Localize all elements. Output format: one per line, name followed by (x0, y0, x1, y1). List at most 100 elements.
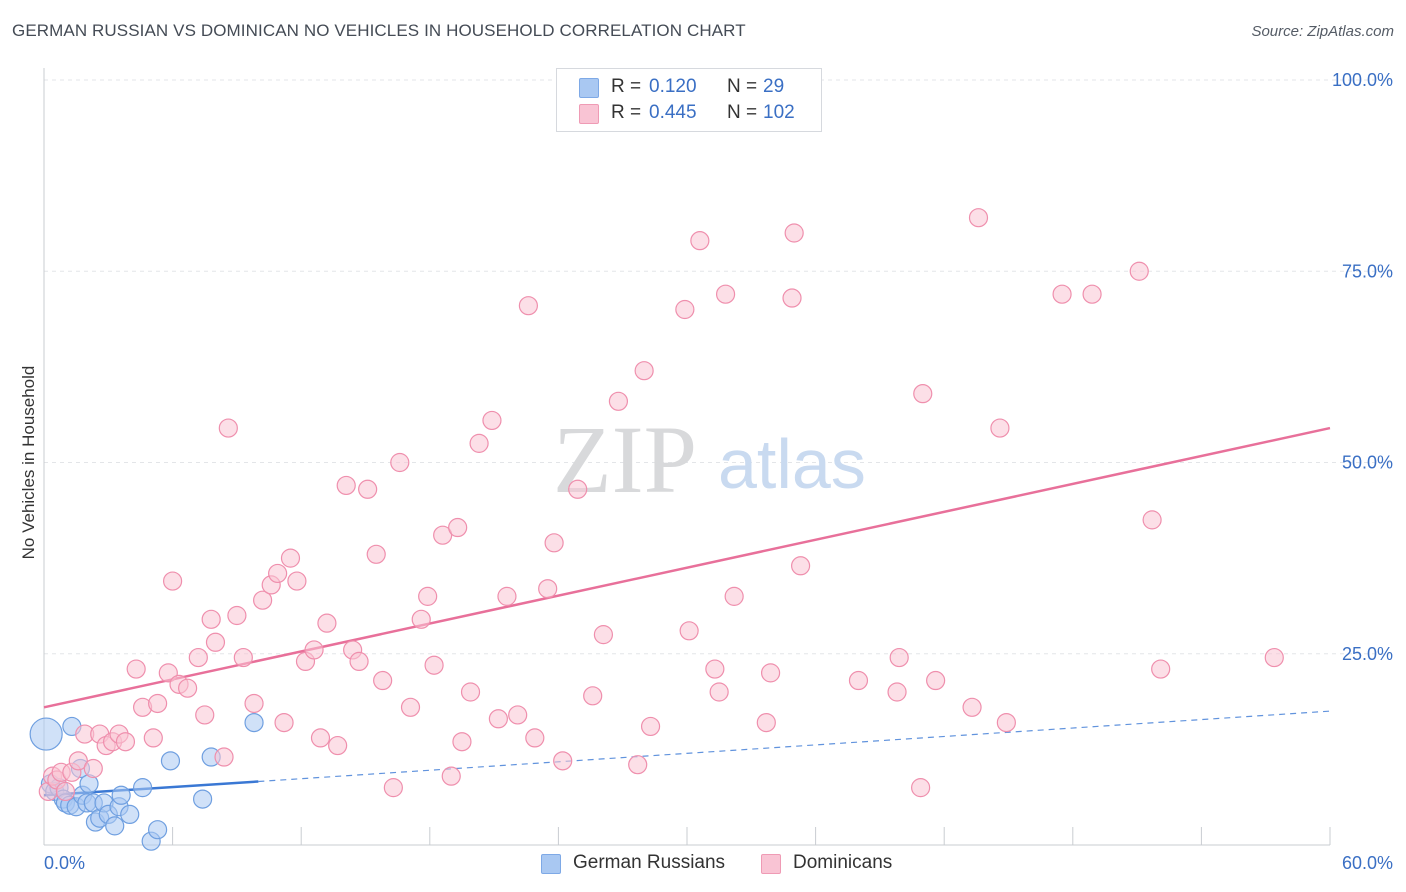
stats-legend: R = 0.120 N = 29 R = 0.445 N = 102 (556, 68, 822, 132)
axes (43, 68, 1331, 846)
data-point (424, 655, 444, 675)
data-point (244, 693, 264, 714)
data-point (690, 231, 710, 251)
data-point (383, 778, 403, 798)
y-tick-label: 75.0% (1342, 261, 1393, 281)
trend-line-german-russians-extension (258, 710, 1331, 783)
data-point (675, 299, 695, 320)
data-point (996, 712, 1016, 733)
data-point (143, 728, 163, 748)
data-point (1151, 659, 1171, 679)
bottom-legend-swatch (761, 854, 781, 874)
chart-source: Source: ZipAtlas.com (1251, 23, 1394, 40)
data-point (705, 659, 725, 679)
data-point (390, 452, 410, 473)
data-point (349, 651, 369, 672)
data-point (178, 678, 198, 698)
watermark: ZIP atlas (553, 406, 866, 513)
data-point (55, 781, 76, 802)
data-point (126, 659, 146, 679)
data-point (488, 709, 508, 729)
data-point (105, 816, 125, 836)
data-point (218, 418, 238, 438)
data-point (418, 586, 438, 606)
trend-line-dominicans (43, 426, 1331, 709)
data-point (990, 418, 1010, 438)
data-point (163, 571, 183, 591)
legend-r-value: 0.120 (649, 76, 697, 97)
data-point (373, 670, 393, 691)
data-point (848, 670, 869, 691)
data-point (525, 728, 545, 748)
data-point (608, 391, 629, 411)
data-point (160, 751, 181, 771)
data-point (538, 579, 558, 599)
data-point (433, 525, 453, 545)
data-point (628, 755, 648, 775)
data-point (358, 479, 378, 499)
data-point (29, 717, 63, 751)
legend-swatch-dominicans (579, 104, 599, 124)
data-point (1052, 284, 1072, 304)
data-point (782, 288, 802, 308)
data-point (214, 747, 234, 767)
data-point (193, 789, 213, 809)
data-point (634, 361, 654, 381)
data-point (111, 785, 131, 805)
x-tick-label: 0.0% (44, 853, 85, 873)
data-point (188, 647, 208, 668)
data-point (593, 625, 614, 645)
data-point (132, 778, 153, 798)
data-point (304, 640, 324, 660)
legend-n-label: N = (727, 76, 758, 97)
data-point (227, 605, 247, 626)
data-point (715, 284, 736, 304)
data-point (441, 766, 461, 786)
data-point (518, 296, 538, 316)
data-point (679, 621, 699, 641)
data-point (274, 712, 294, 733)
data-point (889, 647, 909, 668)
data-point (195, 705, 215, 725)
data-point (68, 751, 88, 771)
chart-title: GERMAN RUSSIAN VS DOMINICAN NO VEHICLES … (12, 21, 746, 40)
data-point (784, 223, 804, 243)
data-point (544, 533, 564, 553)
data-point (147, 693, 168, 714)
data-point (244, 712, 264, 733)
y-tick-label: 50.0% (1342, 453, 1393, 473)
data-point (448, 517, 468, 538)
data-point (411, 609, 431, 629)
data-point (253, 590, 273, 610)
gridlines (44, 79, 1392, 655)
data-point (83, 758, 103, 779)
data-point (205, 632, 226, 652)
data-point (310, 728, 331, 748)
data-point (583, 686, 603, 706)
data-point (317, 613, 337, 633)
legend-r-label: R = (611, 76, 642, 97)
data-point (268, 563, 288, 584)
x-tick-label: 60.0% (1342, 853, 1393, 873)
y-axis-label: No Vehicles in Household (19, 366, 38, 560)
legend-n-value: 29 (763, 76, 785, 97)
data-point (147, 820, 168, 840)
data-point (460, 682, 481, 702)
data-point (724, 586, 744, 606)
legend-r-value: 0.445 (649, 102, 697, 123)
bottom-legend-label: Dominicans (793, 852, 893, 873)
data-point (469, 433, 489, 453)
data-point (280, 548, 301, 568)
bottom-legend-swatch (541, 854, 561, 874)
data-point (911, 778, 931, 798)
data-point (756, 712, 776, 733)
data-point (482, 410, 502, 431)
tick-labels: 25.0% 50.0% 75.0% 100.0% 0.0% 60.0% (44, 70, 1393, 873)
y-tick-label: 100.0% (1332, 70, 1393, 90)
data-point (926, 670, 946, 691)
data-point (508, 705, 528, 725)
legend-r-label: R = (611, 102, 642, 123)
data-point (120, 804, 140, 825)
legend-n-label: N = (727, 102, 758, 123)
legend-n-value: 102 (763, 102, 795, 123)
